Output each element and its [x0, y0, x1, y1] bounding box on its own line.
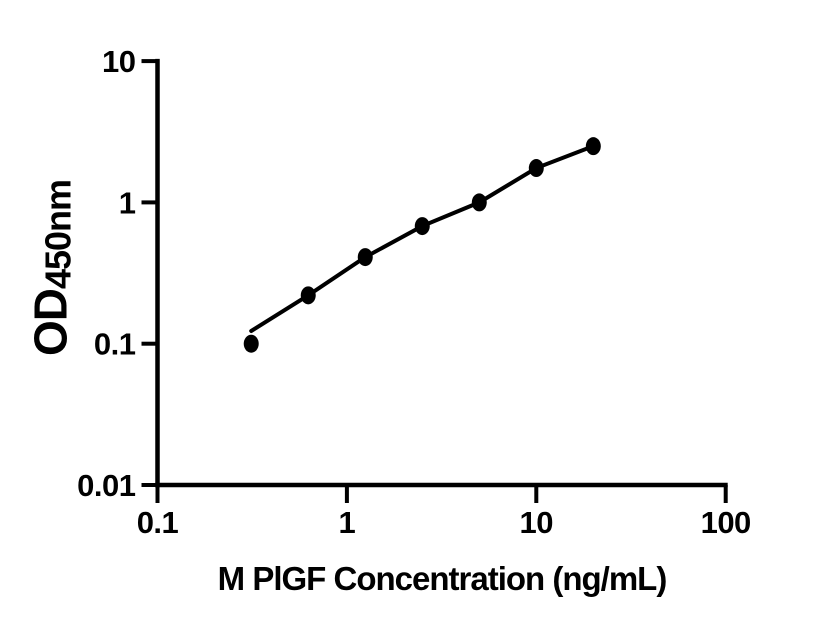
y-tick-label: 0.01 [77, 468, 136, 503]
x-axis-title: M PlGF Concentration (ng/mL) [217, 560, 668, 597]
data-point [414, 217, 430, 236]
data-point [357, 248, 373, 267]
x-tick-label: 100 [701, 505, 751, 540]
x-tick-label: 10 [520, 505, 553, 540]
data-point [471, 193, 487, 212]
data-point [243, 334, 259, 353]
y-tick-label: 10 [102, 44, 135, 79]
y-tick-label: 1 [119, 185, 136, 220]
x-tick-label: 1 [339, 505, 356, 540]
y-tick-label: 0.1 [94, 327, 136, 362]
data-point [528, 159, 544, 178]
y-axis-title: OD450nm [24, 179, 79, 357]
data-point [300, 286, 316, 305]
y-axis-title-main: OD [24, 289, 77, 357]
data-point [585, 137, 601, 156]
x-tick-label: 0.1 [137, 505, 179, 540]
y-axis-title-subscript: 450nm [37, 179, 79, 290]
